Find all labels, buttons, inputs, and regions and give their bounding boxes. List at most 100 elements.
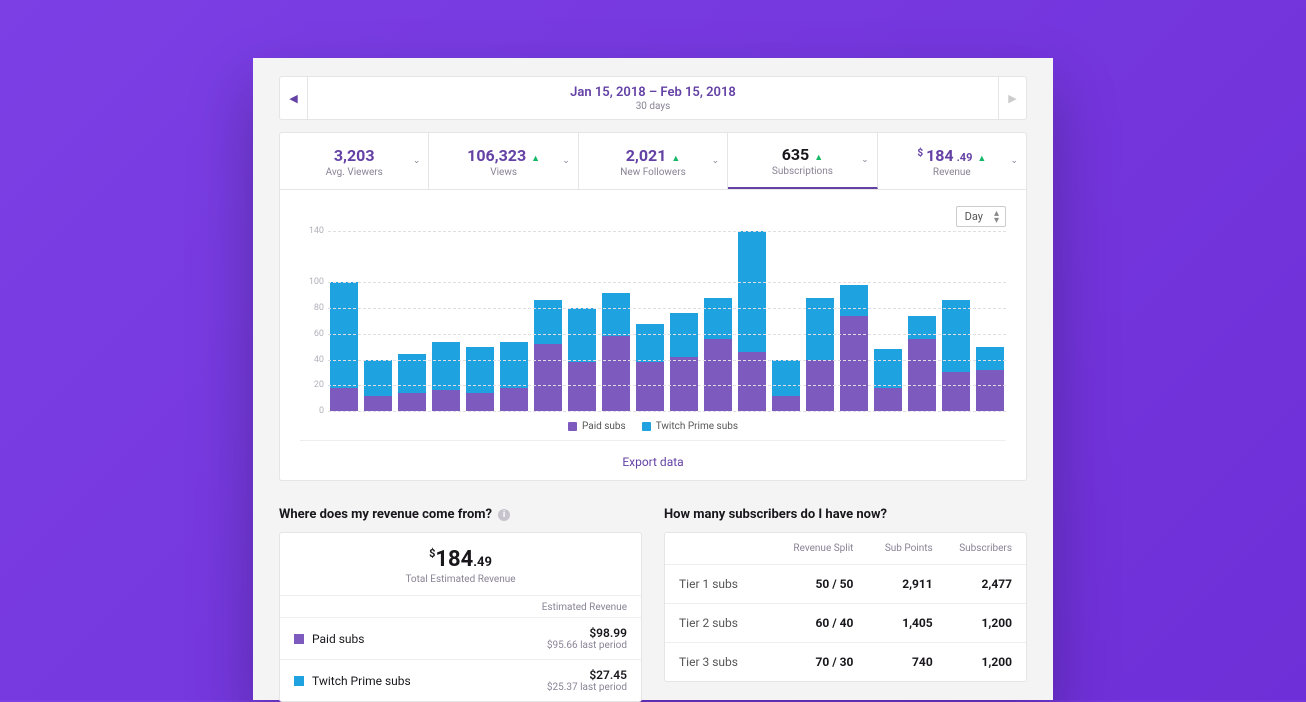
subscribers-column: How many subscribers do I have now? Reve… xyxy=(664,507,1027,702)
y-tick: 60 xyxy=(314,329,324,339)
y-tick: 0 xyxy=(319,406,324,416)
info-icon[interactable]: i xyxy=(498,509,510,521)
metric-tab-2[interactable]: 2,021▲New Followers⌄ xyxy=(579,133,728,189)
metric-value: 635▲ xyxy=(782,145,823,164)
chevron-down-icon: ⌄ xyxy=(1010,156,1018,166)
grid-line xyxy=(328,360,1006,361)
chart-bar[interactable] xyxy=(942,300,970,411)
chevron-down-icon: ⌄ xyxy=(413,156,421,166)
bar-segment-paid xyxy=(908,339,936,411)
bar-segment-paid xyxy=(874,388,902,411)
bar-segment-prime xyxy=(704,298,732,339)
grid-line xyxy=(328,308,1006,309)
tier-points: 740 xyxy=(853,655,932,669)
revenue-dec: .49 xyxy=(473,555,492,570)
col-revenue-split: Revenue Split xyxy=(774,543,853,554)
metric-value: 106,323▲ xyxy=(467,146,540,165)
y-tick: 20 xyxy=(314,380,324,390)
metric-label: Views xyxy=(490,167,517,178)
subscribers-title: How many subscribers do I have now? xyxy=(664,507,887,522)
bar-segment-paid xyxy=(330,388,358,411)
legend-item: Paid subs xyxy=(568,421,626,432)
revenue-int: 184 xyxy=(435,547,473,572)
revenue-row-name: Paid subs xyxy=(312,632,547,646)
chart-bar[interactable] xyxy=(398,354,426,411)
chart-bar[interactable] xyxy=(466,347,494,411)
chevron-down-icon: ⌄ xyxy=(712,156,720,166)
export-data-link[interactable]: Export data xyxy=(622,455,683,469)
lower-panels: Where does my revenue come from? i $184.… xyxy=(279,507,1027,702)
metric-tab-3[interactable]: 635▲Subscriptions⌄ xyxy=(728,133,877,189)
bar-segment-paid xyxy=(840,316,868,411)
tier-subs: 1,200 xyxy=(933,655,1012,669)
revenue-col-header: Estimated Revenue xyxy=(280,595,641,617)
tier-name: Tier 1 subs xyxy=(679,577,774,591)
bar-segment-paid xyxy=(534,344,562,411)
col-sub-points: Sub Points xyxy=(853,543,932,554)
chart-bar[interactable] xyxy=(636,324,664,411)
revenue-swatch xyxy=(294,676,304,686)
bar-segment-paid xyxy=(500,388,528,411)
chart-plot xyxy=(328,231,1006,411)
chart-bars xyxy=(328,231,1006,411)
tier-split: 60 / 40 xyxy=(774,616,853,630)
col-subscribers: Subscribers xyxy=(933,543,1012,554)
chart-bar[interactable] xyxy=(908,316,936,411)
y-tick: 140 xyxy=(309,226,324,236)
chart-bar[interactable] xyxy=(432,342,460,411)
metric-tab-0[interactable]: 3,203Avg. Viewers⌄ xyxy=(280,133,429,189)
chart-bar[interactable] xyxy=(738,231,766,411)
chart-area: 020406080100140 xyxy=(300,231,1006,411)
date-next-button[interactable]: ▶ xyxy=(998,77,1026,119)
date-days-text: 30 days xyxy=(636,101,671,112)
tier-points: 1,405 xyxy=(853,616,932,630)
tier-subs: 2,477 xyxy=(933,577,1012,591)
metric-tab-1[interactable]: 106,323▲Views⌄ xyxy=(429,133,578,189)
bar-segment-prime xyxy=(772,360,800,396)
bar-segment-paid xyxy=(772,396,800,411)
grid-line xyxy=(328,334,1006,335)
subscribers-card: Revenue Split Sub Points Subscribers Tie… xyxy=(664,532,1027,682)
chart-bar[interactable] xyxy=(330,282,358,411)
chart-bar[interactable] xyxy=(704,298,732,411)
revenue-card: $184.49 Total Estimated Revenue Estimate… xyxy=(279,532,642,702)
legend-swatch xyxy=(642,422,651,431)
chart-bar[interactable] xyxy=(534,300,562,411)
bar-segment-paid xyxy=(398,393,426,411)
revenue-last-period: $25.37 last period xyxy=(547,682,627,693)
bar-segment-paid xyxy=(636,362,664,411)
bar-segment-prime xyxy=(670,313,698,357)
revenue-title: Where does my revenue come from? xyxy=(279,507,492,522)
bar-segment-prime xyxy=(636,324,664,363)
date-range-bar: ◀ Jan 15, 2018 – Feb 15, 2018 30 days ▶ xyxy=(279,76,1027,120)
metric-tab-4[interactable]: $184.49▲ Revenue ⌄ xyxy=(878,133,1026,189)
metric-value: $184.49▲ xyxy=(917,146,986,165)
bar-segment-prime xyxy=(942,300,970,372)
chart-bar[interactable] xyxy=(806,298,834,411)
date-range-display[interactable]: Jan 15, 2018 – Feb 15, 2018 30 days xyxy=(308,77,998,119)
date-range-text: Jan 15, 2018 – Feb 15, 2018 xyxy=(570,85,736,100)
bar-segment-paid xyxy=(432,390,460,411)
chart-bar[interactable] xyxy=(874,349,902,411)
bar-segment-paid xyxy=(976,370,1004,411)
chart-bar[interactable] xyxy=(840,285,868,411)
chart-bar[interactable] xyxy=(602,293,630,411)
date-prev-button[interactable]: ◀ xyxy=(280,77,308,119)
chart-bar[interactable] xyxy=(976,347,1004,411)
revenue-amount: $27.45 xyxy=(547,668,627,682)
bar-segment-paid xyxy=(738,352,766,411)
chart-bar[interactable] xyxy=(670,313,698,411)
bar-segment-prime xyxy=(840,285,868,316)
chart-bar[interactable] xyxy=(500,342,528,411)
chart-card: Day ▴▾ 020406080100140 Paid subs Twitch P… xyxy=(279,190,1027,481)
legend-swatch xyxy=(568,422,577,431)
bar-segment-prime xyxy=(500,342,528,388)
granularity-select[interactable]: Day ▴▾ xyxy=(956,206,1006,227)
bar-segment-prime xyxy=(432,342,460,391)
metric-value: 3,203 xyxy=(334,146,375,165)
metric-label: Revenue xyxy=(933,167,971,178)
bar-segment-paid xyxy=(602,336,630,411)
metric-value: 2,021▲ xyxy=(626,146,681,165)
legend-label: Twitch Prime subs xyxy=(656,421,738,432)
bar-segment-paid xyxy=(942,372,970,411)
